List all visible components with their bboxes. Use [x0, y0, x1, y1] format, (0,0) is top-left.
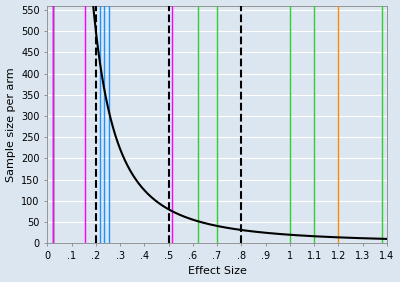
Y-axis label: Sample size per arm: Sample size per arm [6, 67, 16, 182]
X-axis label: Effect Size: Effect Size [188, 266, 246, 276]
